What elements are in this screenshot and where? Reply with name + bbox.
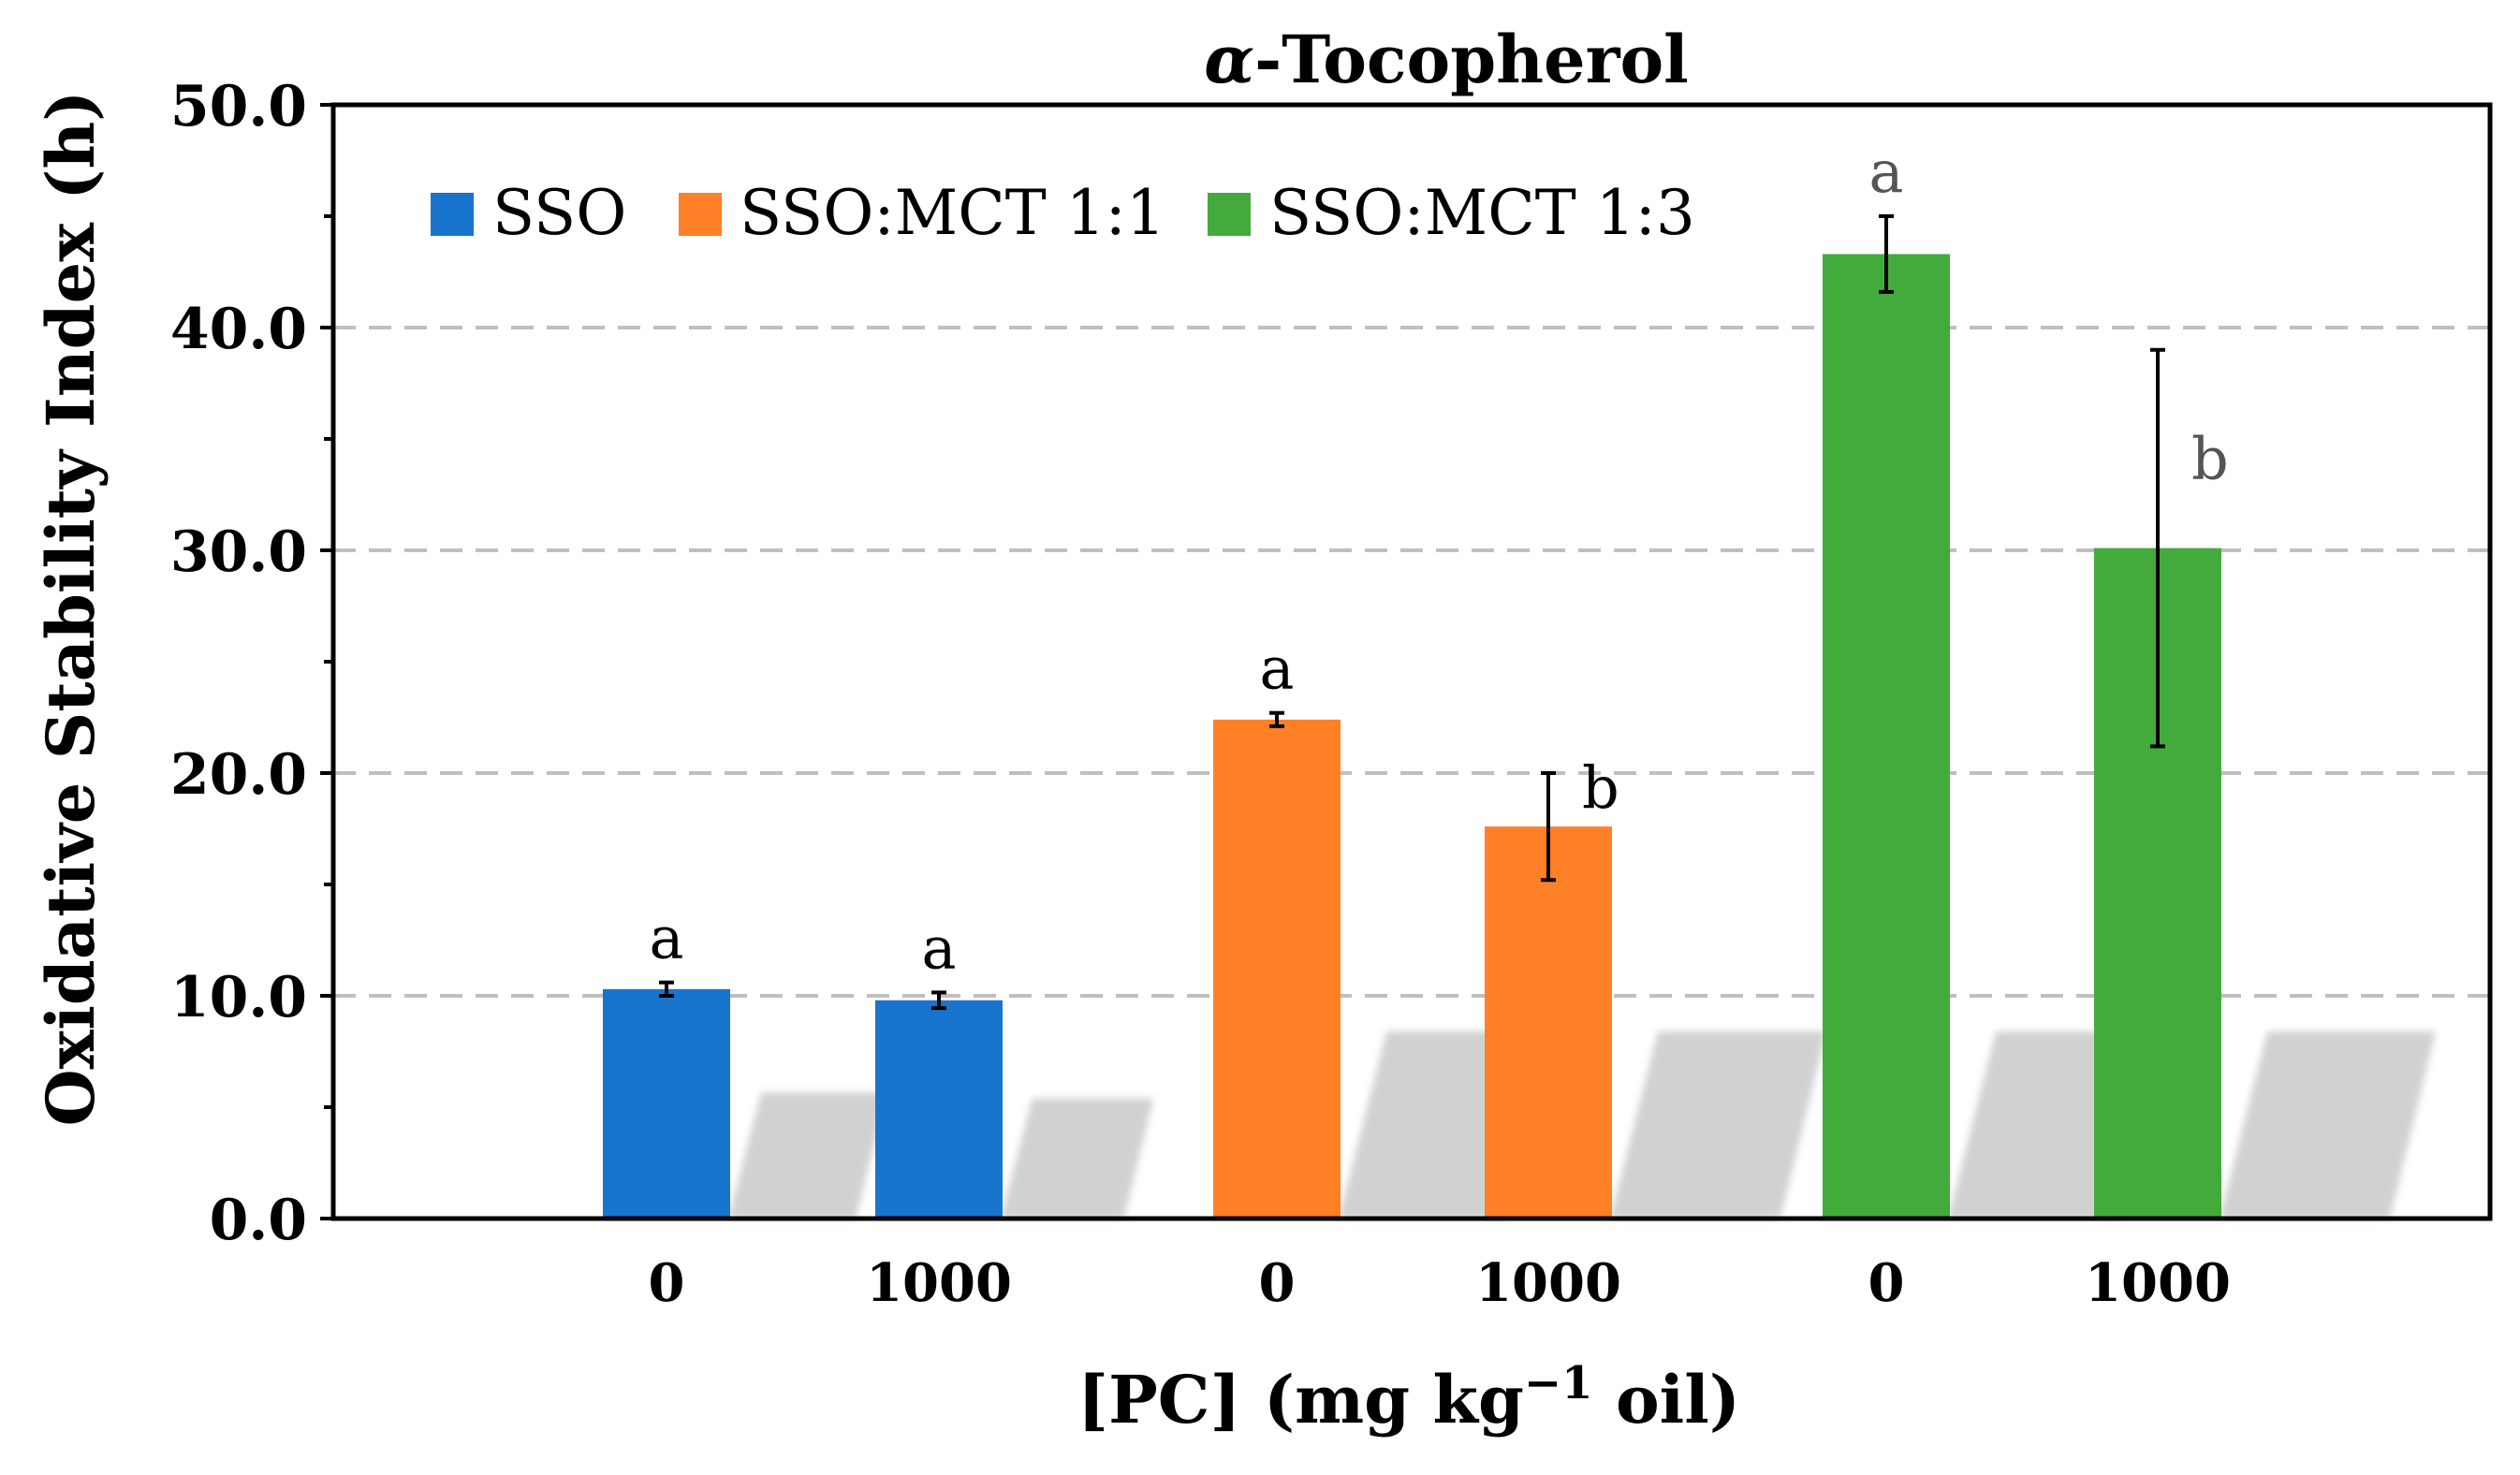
legend-label-sso: SSO xyxy=(492,177,626,249)
bar-sso-1000 xyxy=(875,1000,1003,1219)
y-axis-ticks: 0.0 10.0 20.0 30.0 40.0 50.0 xyxy=(170,74,333,1253)
bar-shadow xyxy=(1001,1098,1154,1219)
bar-shadows xyxy=(728,1031,2436,1219)
bar-shadow xyxy=(728,1092,887,1219)
y-tick-label-40: 40.0 xyxy=(170,297,307,362)
chart-title: α-Tocopherol xyxy=(1204,21,1689,98)
significance-letter: a xyxy=(1869,138,1904,206)
legend-swatch-sso xyxy=(431,193,474,236)
legend-swatch-sso-mct-1-3 xyxy=(1208,193,1251,236)
y-tick-label-30: 30.0 xyxy=(170,519,307,585)
legend-swatch-sso-mct-1-1 xyxy=(679,193,722,236)
x-axis-label: [PC] (mg kg−1 oil) xyxy=(1077,1357,1740,1438)
significance-letters: a a a b a b xyxy=(650,138,2229,982)
bar-shadow xyxy=(2220,1031,2436,1219)
significance-letter: b xyxy=(1582,753,1619,822)
x-tick-label: 0 xyxy=(649,1252,685,1314)
legend-label-sso-mct-1-3: SSO:MCT 1:3 xyxy=(1269,177,1695,249)
significance-letter: a xyxy=(922,913,957,982)
bar-sso-mct-1-1-1000 xyxy=(1485,826,1612,1219)
legend: SSO SSO:MCT 1:1 SSO:MCT 1:3 xyxy=(431,177,1695,249)
x-axis-label-main: [PC] (mg kg xyxy=(1077,1361,1524,1438)
x-axis-label-sup: −1 xyxy=(1524,1357,1593,1409)
x-tick-label: 0 xyxy=(1259,1252,1296,1314)
x-tick-label: 0 xyxy=(1868,1252,1905,1314)
x-tick-label: 1000 xyxy=(2085,1252,2231,1314)
x-axis-label-tail: oil) xyxy=(1593,1361,1740,1438)
significance-letter: a xyxy=(1260,635,1295,703)
bar-sso-0 xyxy=(603,988,730,1219)
title-symbol: α xyxy=(1204,21,1254,98)
bar-shadow xyxy=(1610,1031,1826,1219)
x-tick-label: 1000 xyxy=(1475,1252,1621,1314)
title-text: -Tocopherol xyxy=(1254,21,1689,98)
y-tick-label-20: 20.0 xyxy=(170,742,307,808)
y-axis-label: Oxidative Stability Index (h) xyxy=(32,91,110,1127)
error-bars xyxy=(659,214,2165,1011)
y-tick-label-10: 10.0 xyxy=(170,965,307,1030)
bar-sso-mct-1-1-0 xyxy=(1213,719,1341,1219)
y-tick-label-50: 50.0 xyxy=(170,74,307,139)
significance-letter: b xyxy=(2191,424,2229,492)
y-tick-label-0: 0.0 xyxy=(210,1188,307,1253)
x-tick-label: 1000 xyxy=(866,1252,1012,1314)
x-axis-ticks: 0 1000 0 1000 0 1000 xyxy=(649,1252,2231,1314)
bar-sso-mct-1-3-0 xyxy=(1823,254,1950,1219)
legend-label-sso-mct-1-1: SSO:MCT 1:1 xyxy=(740,177,1165,249)
significance-letter: a xyxy=(650,904,684,972)
